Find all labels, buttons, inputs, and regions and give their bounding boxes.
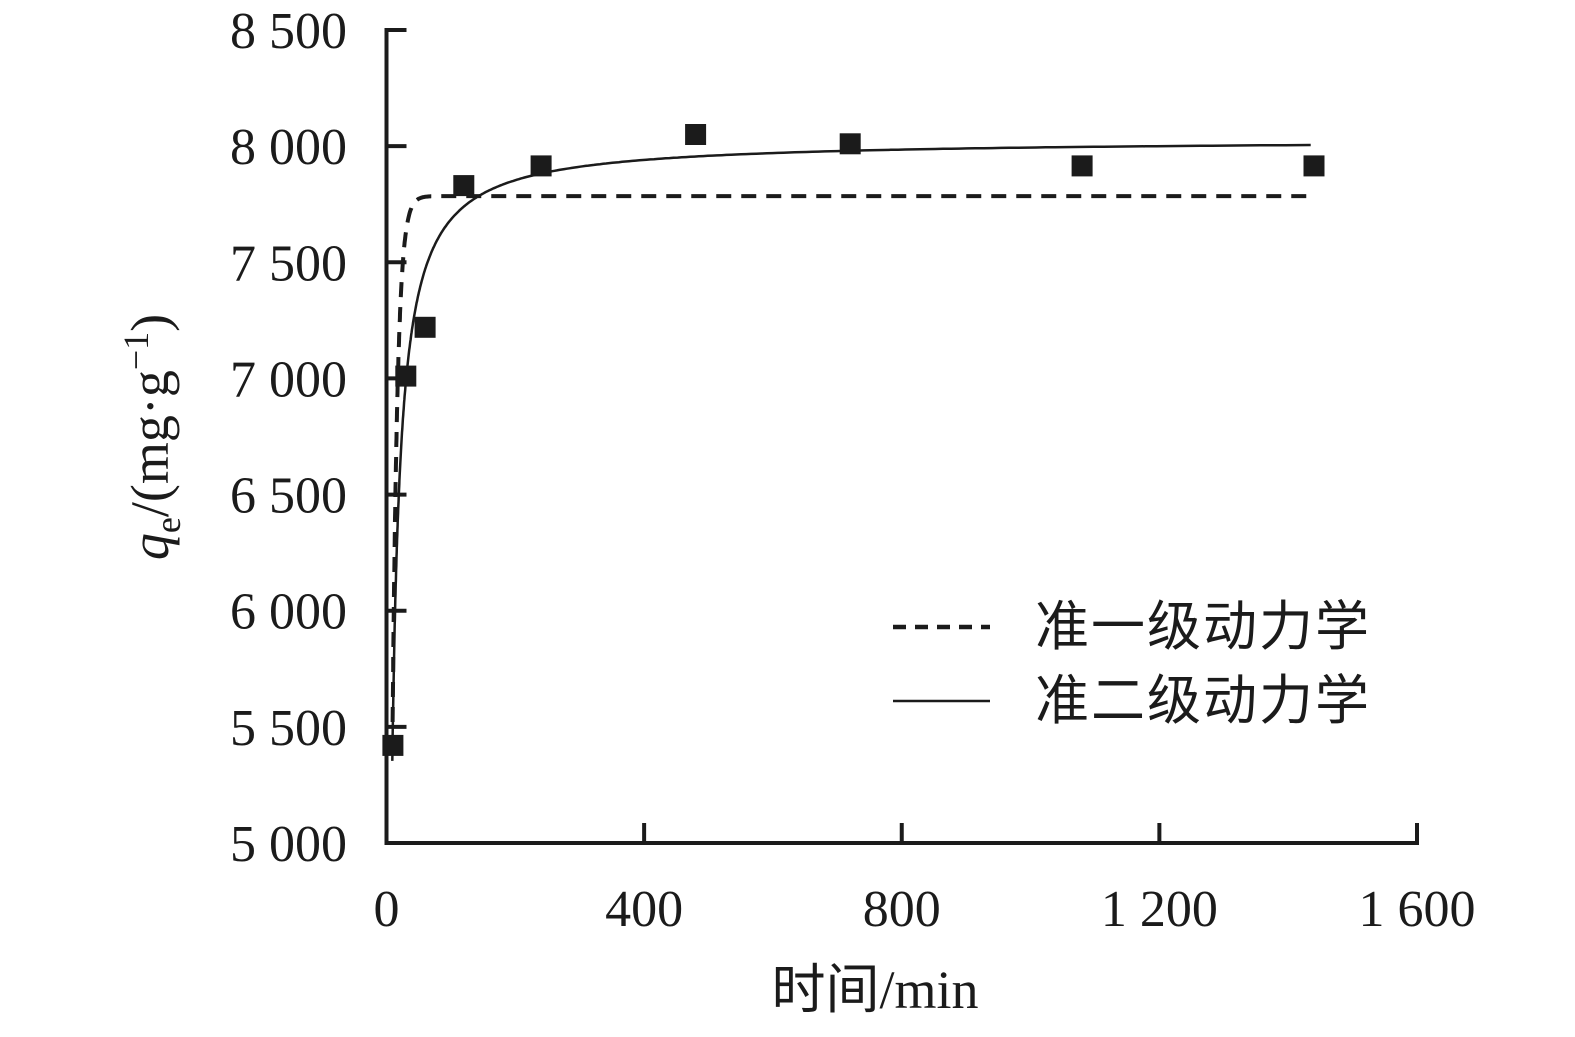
y-tick-label: 5 000 <box>230 816 347 873</box>
x-axis-title: 时间/min <box>771 960 978 1020</box>
x-tick-label: 400 <box>605 881 683 938</box>
data-points <box>382 124 1325 756</box>
data-point <box>1303 155 1325 177</box>
y-title-subscript: e <box>148 517 188 533</box>
x-axis-ticks <box>384 823 1419 843</box>
data-point <box>530 155 552 177</box>
x-axis-tick-labels: 0 400 800 1 200 1 600 <box>374 881 1476 938</box>
y-axis-tick-labels: 8 500 8 000 7 500 7 000 6 500 6 000 5 500 5 000 <box>230 3 347 873</box>
x-tick-label: 1 600 <box>1359 881 1476 938</box>
y-title-unit-close: ) <box>120 314 180 332</box>
y-axis-title: qe/(mg·g−1) <box>116 314 188 560</box>
legend: 准一级动力学 准二级动力学 <box>893 597 1371 731</box>
x-tick-label: 0 <box>374 881 400 938</box>
y-tick-label: 8 000 <box>230 119 347 176</box>
data-point <box>395 365 417 387</box>
legend-label-pseudo-second-order: 准二级动力学 <box>1035 671 1371 731</box>
data-point <box>839 133 861 155</box>
legend-label-pseudo-first-order: 准一级动力学 <box>1035 597 1371 657</box>
data-point <box>414 316 436 338</box>
x-tick-label: 800 <box>863 881 941 938</box>
data-point <box>685 124 707 145</box>
y-tick-label: 5 500 <box>230 700 347 757</box>
fit-curve-pseudo-second-order <box>391 143 1311 761</box>
y-tick-label: 7 500 <box>230 235 347 292</box>
y-tick-label: 7 000 <box>230 351 347 408</box>
y-title-unit: /(mg·g <box>120 370 180 517</box>
y-tick-label: 6 500 <box>230 468 347 525</box>
data-point <box>453 175 475 197</box>
y-title-variable: q <box>120 533 180 560</box>
data-point <box>1071 155 1093 177</box>
y-tick-label: 8 500 <box>230 3 347 60</box>
data-point <box>382 734 404 756</box>
y-tick-label: 6 000 <box>230 584 347 641</box>
y-title-exponent: −1 <box>116 332 156 370</box>
x-tick-label: 1 200 <box>1101 881 1218 938</box>
